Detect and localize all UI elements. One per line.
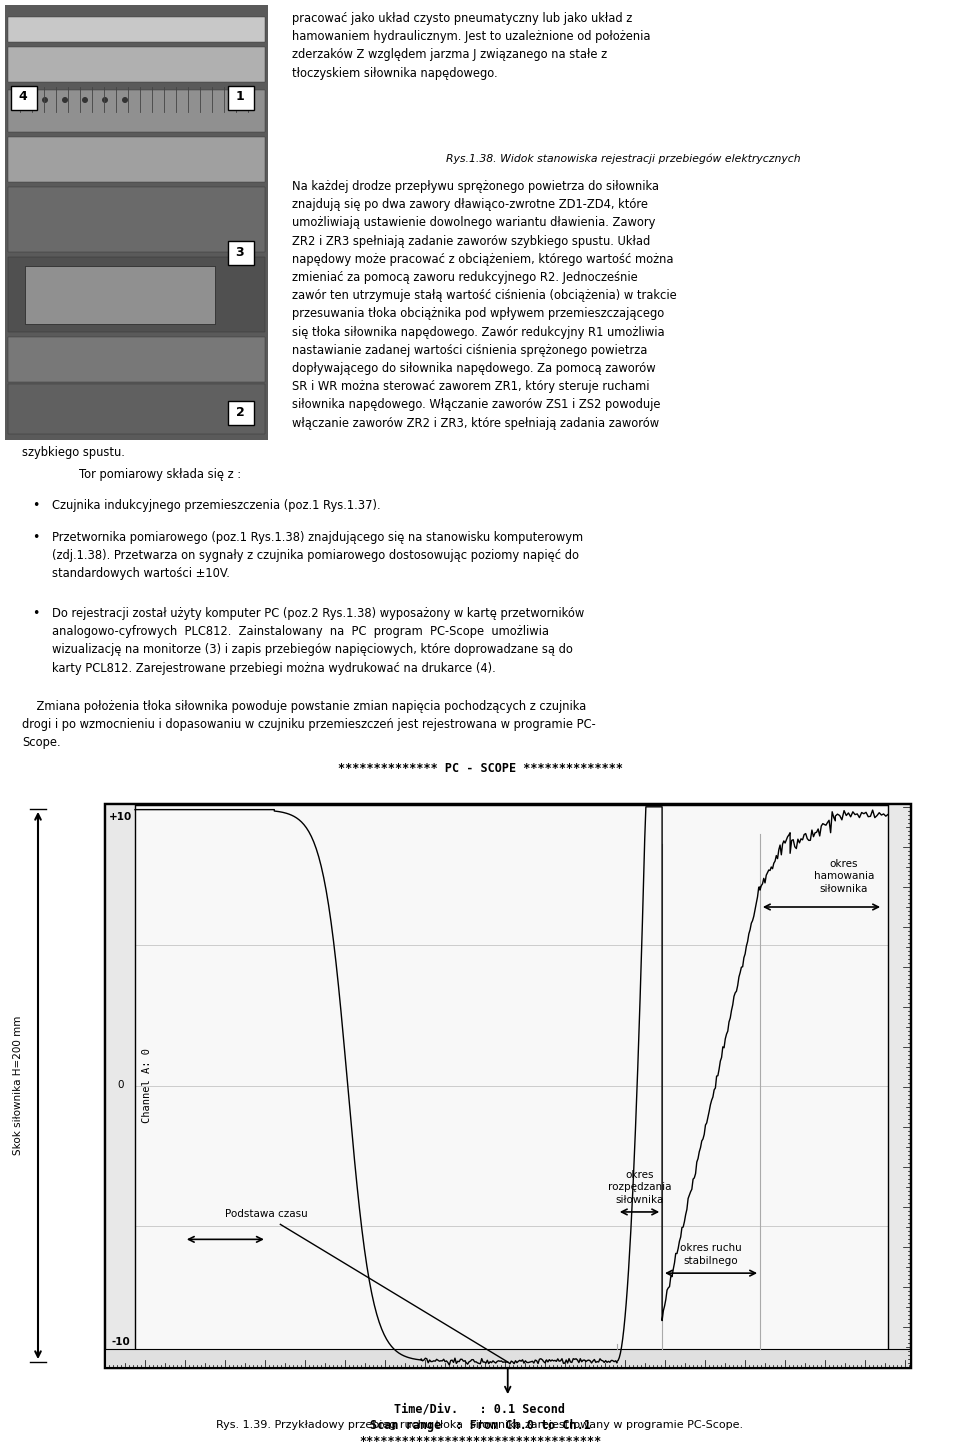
- Text: Skok siłownika H=200 mm: Skok siłownika H=200 mm: [13, 1016, 23, 1156]
- Text: •: •: [33, 499, 39, 513]
- Bar: [8, 17, 265, 42]
- Text: **********************************: **********************************: [359, 1435, 601, 1448]
- Bar: [8, 136, 265, 182]
- Circle shape: [82, 97, 88, 103]
- Circle shape: [102, 97, 108, 103]
- Circle shape: [122, 97, 128, 103]
- Text: Rys.1.38. Widok stanowiska rejestracji przebiegów elektrycznych: Rys.1.38. Widok stanowiska rejestracji p…: [446, 154, 801, 164]
- Text: Zmiana położenia tłoka siłownika powoduje powstanie zmian napięcia pochodzących : Zmiana położenia tłoka siłownika powoduj…: [22, 700, 596, 749]
- Text: Na każdej drodze przepływu sprężonego powietrza do siłownika
znajdują się po dwa: Na każdej drodze przepływu sprężonego po…: [292, 180, 677, 430]
- Bar: [8, 337, 265, 382]
- Text: Time/Div.   : 0.1 Second: Time/Div. : 0.1 Second: [395, 1403, 565, 1416]
- Text: szybkiego spustu.: szybkiego spustu.: [22, 446, 125, 459]
- Text: 4: 4: [18, 90, 28, 103]
- Circle shape: [42, 97, 48, 103]
- Text: okres ruchu
stabilnego: okres ruchu stabilnego: [681, 1243, 742, 1266]
- Text: Scan range  : From Ch.0 to Ch.1: Scan range : From Ch.0 to Ch.1: [370, 1419, 590, 1432]
- Bar: [228, 241, 254, 266]
- Bar: [25, 266, 215, 324]
- Text: Czujnika indukcyjnego przemieszczenia (poz.1 Rys.1.37).: Czujnika indukcyjnego przemieszczenia (p…: [52, 499, 380, 513]
- Bar: [105, 804, 135, 1366]
- Text: pracować jako układ czysto pneumatyczny lub jako układ z
hamowaniem hydrauliczny: pracować jako układ czysto pneumatyczny …: [292, 12, 651, 80]
- Bar: [8, 383, 265, 434]
- Text: •: •: [33, 531, 39, 544]
- Bar: [888, 804, 910, 1366]
- Bar: [8, 187, 265, 253]
- Bar: [11, 86, 37, 110]
- Bar: [8, 90, 265, 132]
- Text: Tor pomiarowy składa się z :: Tor pomiarowy składa się z :: [50, 468, 241, 481]
- Bar: [105, 804, 910, 1366]
- Bar: [228, 401, 254, 425]
- Text: ************** PC - SCOPE **************: ************** PC - SCOPE **************: [338, 762, 622, 775]
- Text: Przetwornika pomiarowego (poz.1 Rys.1.38) znajdującego się na stanowisku kompute: Przetwornika pomiarowego (poz.1 Rys.1.38…: [52, 531, 583, 581]
- Text: 3: 3: [236, 245, 244, 258]
- Bar: [8, 46, 265, 81]
- Bar: [105, 1349, 910, 1366]
- Text: 1: 1: [235, 90, 245, 103]
- Text: +10: +10: [109, 812, 132, 822]
- Text: 0: 0: [118, 1080, 124, 1090]
- Text: -10: -10: [111, 1337, 131, 1347]
- Text: •: •: [33, 607, 39, 620]
- Text: Rys. 1.39. Przykładowy przebieg ruchu tłoka  siłownika zarejestrowany w programi: Rys. 1.39. Przykładowy przebieg ruchu tł…: [216, 1420, 744, 1430]
- Text: okres
rozpędzania
siłownika: okres rozpędzania siłownika: [608, 1170, 671, 1205]
- Bar: [5, 4, 268, 440]
- Bar: [8, 257, 265, 333]
- Text: okres
hamowania
siłownika: okres hamowania siłownika: [814, 860, 875, 894]
- Text: Podstawa czasu: Podstawa czasu: [226, 1210, 308, 1220]
- Bar: [228, 86, 254, 110]
- Circle shape: [62, 97, 68, 103]
- Text: 2: 2: [235, 405, 245, 418]
- Text: Channel A: 0: Channel A: 0: [142, 1048, 152, 1122]
- Text: Do rejestracji został użyty komputer PC (poz.2 Rys.1.38) wyposażony w kartę prze: Do rejestracji został użyty komputer PC …: [52, 607, 585, 675]
